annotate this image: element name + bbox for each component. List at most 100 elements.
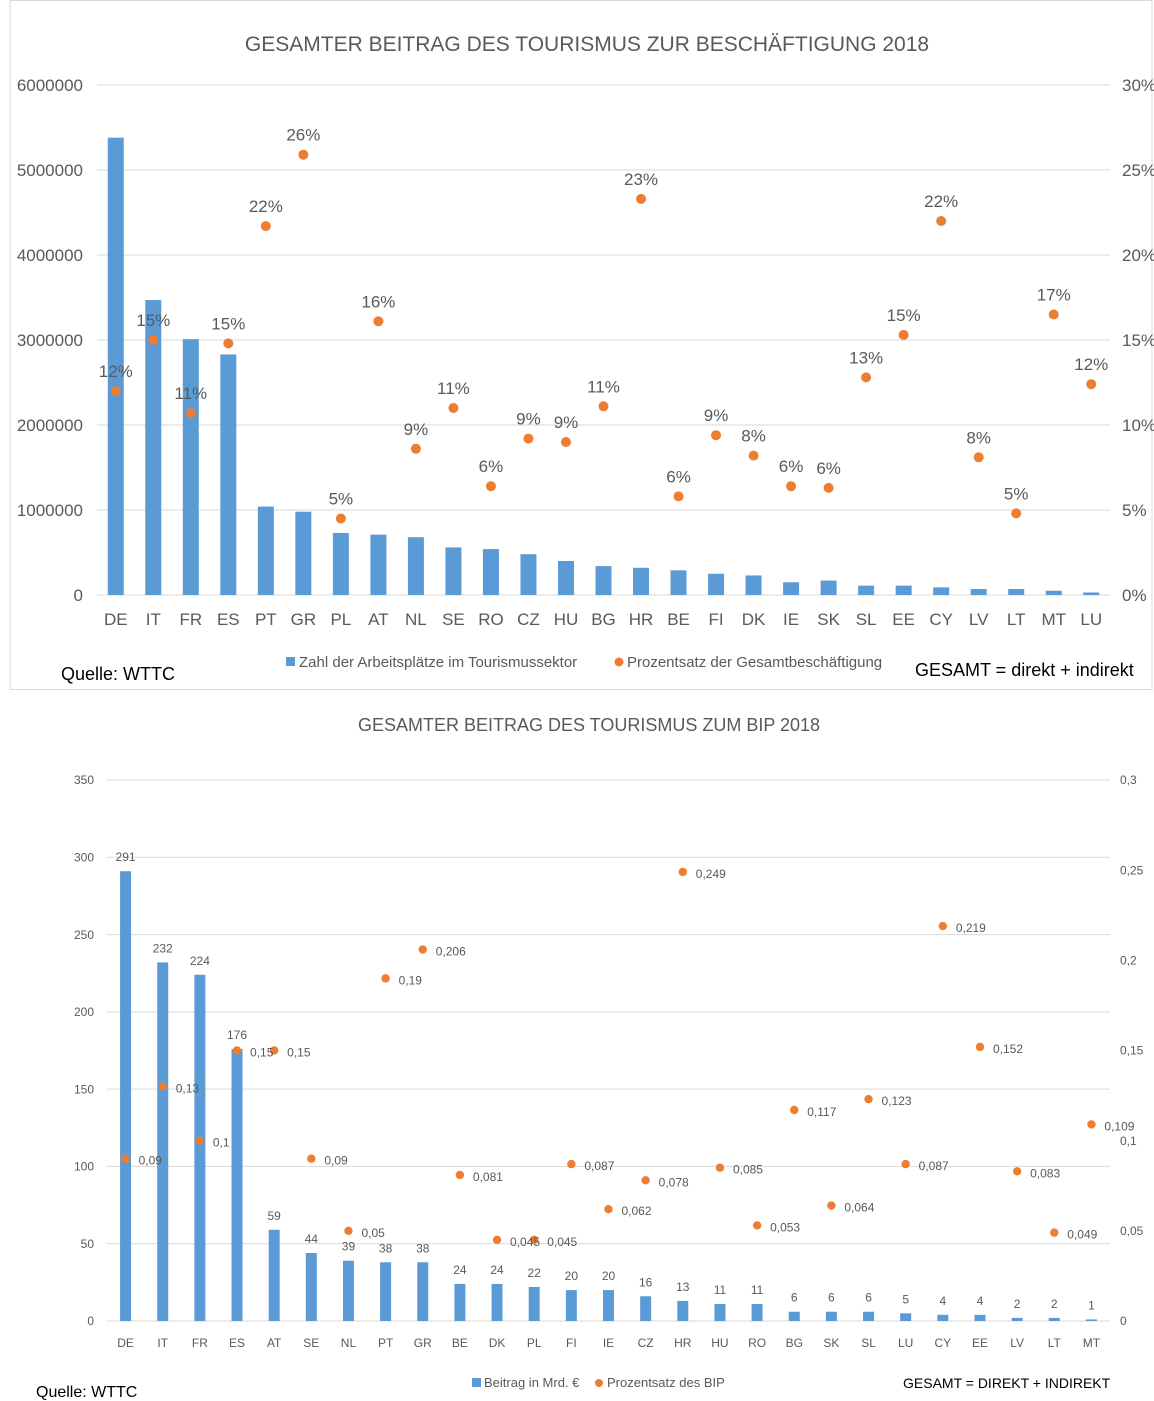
bar-value-label: 11	[714, 1283, 727, 1297]
dot	[1012, 1167, 1022, 1176]
y-tick-label: 4000000	[17, 246, 83, 265]
category-label: CZ	[638, 1336, 654, 1350]
bar	[380, 1262, 392, 1321]
bar-value-label: 20	[602, 1269, 616, 1283]
bar-value-label: 2	[1014, 1297, 1021, 1311]
bar	[520, 554, 537, 595]
bar-value-label: 6	[791, 1291, 798, 1305]
bar	[454, 1283, 466, 1321]
dot	[418, 945, 427, 954]
category-label: DK	[742, 610, 766, 629]
bar-value-label: 4	[977, 1294, 984, 1308]
dot	[121, 1154, 130, 1163]
dot	[223, 338, 234, 349]
legend-bar-swatch	[472, 1378, 481, 1387]
y-tick-label: 1000000	[17, 501, 83, 520]
bar	[407, 537, 424, 595]
dot	[827, 1201, 836, 1210]
bar-value-label: 22	[528, 1266, 542, 1280]
dot-value-label: 15%	[136, 311, 170, 330]
bar	[342, 1260, 354, 1321]
category-label: SL	[861, 1336, 876, 1350]
dot-value-label: 0,219	[956, 921, 986, 935]
category-label: LV	[969, 610, 989, 629]
bar	[528, 1286, 540, 1321]
bar	[745, 575, 762, 595]
bar	[858, 585, 875, 595]
dot	[158, 1082, 167, 1091]
dot	[298, 149, 309, 160]
category-label: MT	[1041, 610, 1066, 629]
bar-value-label: 2	[1051, 1297, 1058, 1311]
dot	[492, 1235, 502, 1245]
bar	[640, 1296, 652, 1321]
bar	[595, 566, 612, 595]
dot	[752, 1221, 762, 1230]
category-label: SL	[856, 610, 877, 629]
dot	[1050, 1228, 1059, 1237]
dot	[790, 1105, 799, 1115]
y-tick-label: 350	[74, 773, 94, 787]
dot-value-label: 0,206	[436, 945, 466, 959]
category-label: EE	[972, 1336, 988, 1350]
dot-value-label: 0,045	[547, 1235, 577, 1249]
bar	[1083, 592, 1100, 595]
dot-value-label: 0,05	[361, 1226, 385, 1240]
category-label: RO	[748, 1336, 766, 1350]
dot	[1086, 379, 1097, 390]
bar-value-label: 39	[342, 1240, 356, 1254]
dot	[823, 482, 834, 493]
dot	[148, 335, 159, 345]
dot-value-label: 22%	[924, 192, 958, 211]
dot-value-label: 0,09	[324, 1154, 348, 1168]
bar	[895, 585, 912, 595]
dot	[864, 1094, 873, 1104]
dot-value-label: 0,087	[584, 1159, 614, 1173]
dot-value-label: 9%	[516, 410, 541, 429]
dot-value-label: 0,19	[399, 973, 423, 987]
bar	[1011, 1317, 1023, 1321]
y2-tick-label: 15%	[1122, 331, 1154, 350]
dot-value-label: 5%	[329, 490, 354, 509]
y2-tick-label: 10%	[1122, 416, 1154, 435]
category-label: FI	[566, 1336, 577, 1350]
dot	[110, 386, 121, 396]
dot	[307, 1154, 316, 1163]
dot-value-label: 11%	[587, 377, 620, 396]
bar	[295, 511, 312, 595]
y2-tick-label: 20%	[1122, 246, 1154, 265]
category-label: GR	[291, 610, 317, 629]
dot	[523, 433, 534, 444]
bar-value-label: 38	[416, 1241, 430, 1255]
employment-chart-title: GESAMTER BEITRAG DES TOURISMUS ZUR BESCH…	[245, 33, 929, 56]
bar-value-label: 6	[828, 1291, 835, 1305]
dot-value-label: 0,123	[882, 1094, 912, 1108]
category-label: IE	[783, 610, 799, 629]
dot-value-label: 9%	[554, 413, 579, 432]
bar	[933, 587, 950, 595]
dot-value-label: 0,15	[287, 1046, 311, 1060]
bar	[820, 580, 837, 595]
dot	[373, 316, 384, 327]
category-label: CZ	[517, 610, 540, 629]
category-label: PL	[527, 1336, 542, 1350]
dot	[678, 867, 687, 877]
dot-value-label: 23%	[624, 170, 658, 189]
gdp-chart-title: GESAMTER BEITRAG DES TOURISMUS ZUM BIP 2…	[358, 715, 820, 735]
bar	[937, 1314, 949, 1321]
dot	[938, 921, 948, 931]
category-label: LT	[1007, 610, 1026, 629]
bar	[1045, 590, 1062, 595]
dot	[975, 1042, 985, 1052]
gdp-source: Quelle: WTTC	[36, 1384, 137, 1401]
dot-value-label: 9%	[704, 406, 729, 425]
bar	[633, 567, 650, 595]
category-label: FR	[179, 610, 202, 629]
category-label: BG	[591, 610, 616, 629]
dot-value-label: 26%	[286, 126, 320, 145]
dot	[448, 403, 459, 413]
category-label: GR	[414, 1336, 432, 1350]
y-tick-label: 50	[81, 1237, 95, 1251]
category-label: IT	[157, 1336, 168, 1350]
